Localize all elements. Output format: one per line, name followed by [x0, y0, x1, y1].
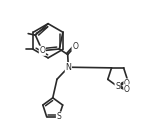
Text: N: N — [65, 63, 71, 72]
Text: O: O — [39, 46, 45, 55]
Text: O: O — [124, 85, 130, 94]
Text: S: S — [115, 82, 120, 91]
Text: O: O — [72, 42, 78, 51]
Text: S: S — [56, 112, 61, 121]
Text: O: O — [124, 79, 130, 88]
